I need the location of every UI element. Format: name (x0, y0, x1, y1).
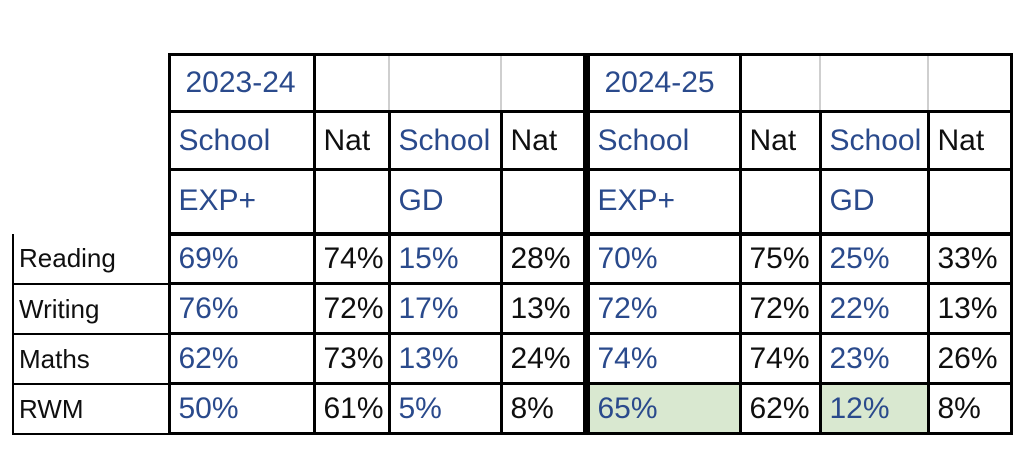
year-row-spacer (819, 53, 929, 113)
year-row-spacer (500, 53, 588, 113)
level-row-spacer (926, 168, 1013, 235)
value-cell: 8% (499, 382, 588, 435)
row-label-writing: Writing (12, 282, 169, 335)
level-header-gd-2023: GD (387, 168, 503, 235)
level-header-exp-2023: EXP+ (167, 168, 316, 235)
value-cell: 76% (167, 282, 316, 335)
value-cell: 74% (312, 231, 391, 285)
col-header-nat-2023-exp: Nat (312, 110, 391, 171)
row-label-maths: Maths (12, 332, 169, 385)
value-cell: 8% (926, 382, 1013, 435)
year-row-spacer (738, 53, 821, 113)
level-row-spacer (312, 168, 391, 235)
col-header-school-2023-exp: School (167, 110, 316, 171)
value-cell: 75% (738, 231, 822, 285)
value-cell: 17% (387, 282, 503, 335)
year-header-2024-25: 2024-25 (582, 53, 742, 113)
level-row-spacer (499, 168, 588, 235)
col-header-school-2024-gd: School (818, 110, 930, 171)
value-cell: 22% (818, 282, 930, 335)
value-cell-highlighted: 12% (818, 382, 930, 435)
corner-spacer (13, 112, 169, 170)
value-cell: 62% (738, 382, 822, 435)
value-cell: 50% (167, 382, 316, 435)
col-header-school-2023-gd: School (387, 110, 503, 171)
table-row-maths: Maths 62% 73% 13% 24% 74% 74% 23% 26% (12, 332, 1013, 385)
year-header-row: 2023-24 2024-25 (13, 53, 1013, 113)
value-cell: 5% (387, 382, 503, 435)
value-cell: 69% (167, 231, 316, 285)
level-row-spacer (738, 168, 822, 235)
value-cell: 28% (499, 231, 588, 285)
value-cell: 74% (582, 332, 742, 385)
col-header-nat-2024-gd: Nat (926, 110, 1013, 171)
value-cell: 15% (387, 231, 503, 285)
year-row-spacer (388, 53, 502, 113)
value-cell: 24% (499, 332, 588, 385)
year-row-spacer (312, 53, 390, 113)
year-header-2023-24: 2023-24 (167, 53, 316, 113)
group-header-row: School Nat School Nat School Nat School … (13, 110, 1013, 171)
value-cell: 13% (926, 282, 1013, 335)
row-label-reading: Reading (12, 233, 169, 285)
value-cell: 73% (312, 332, 391, 385)
value-cell: 61% (312, 382, 391, 435)
value-cell: 72% (312, 282, 391, 335)
value-cell: 72% (582, 282, 742, 335)
table-row-rwm: RWM 50% 61% 5% 8% 65% 62% 12% 8% (12, 382, 1013, 435)
row-label-rwm: RWM (12, 382, 169, 435)
value-cell: 33% (926, 231, 1013, 285)
level-header-exp-2024: EXP+ (582, 168, 742, 235)
table-row-writing: Writing 76% 72% 17% 13% 72% 72% 22% 13% (12, 282, 1013, 335)
value-cell: 25% (818, 231, 930, 285)
table-row-reading: Reading 69% 74% 15% 28% 70% 75% 25% 33% (12, 231, 1013, 285)
col-header-nat-2023-gd: Nat (499, 110, 588, 171)
level-header-row: EXP+ GD EXP+ GD (13, 168, 1013, 235)
value-cell: 13% (499, 282, 588, 335)
value-cell-highlighted: 65% (582, 382, 742, 435)
results-table: 2023-24 2024-25 School Nat School Nat Sc… (12, 53, 1013, 435)
value-cell: 70% (582, 231, 742, 285)
col-header-nat-2024-exp: Nat (738, 110, 822, 171)
value-cell: 23% (818, 332, 930, 385)
value-cell: 72% (738, 282, 822, 335)
value-cell: 62% (167, 332, 316, 385)
col-header-school-2024-exp: School (582, 110, 742, 171)
corner-spacer (13, 170, 169, 234)
level-header-gd-2024: GD (818, 168, 930, 235)
value-cell: 13% (387, 332, 503, 385)
value-cell: 74% (738, 332, 822, 385)
value-cell: 26% (926, 332, 1013, 385)
corner-spacer (13, 55, 169, 112)
year-row-spacer (927, 53, 1013, 113)
